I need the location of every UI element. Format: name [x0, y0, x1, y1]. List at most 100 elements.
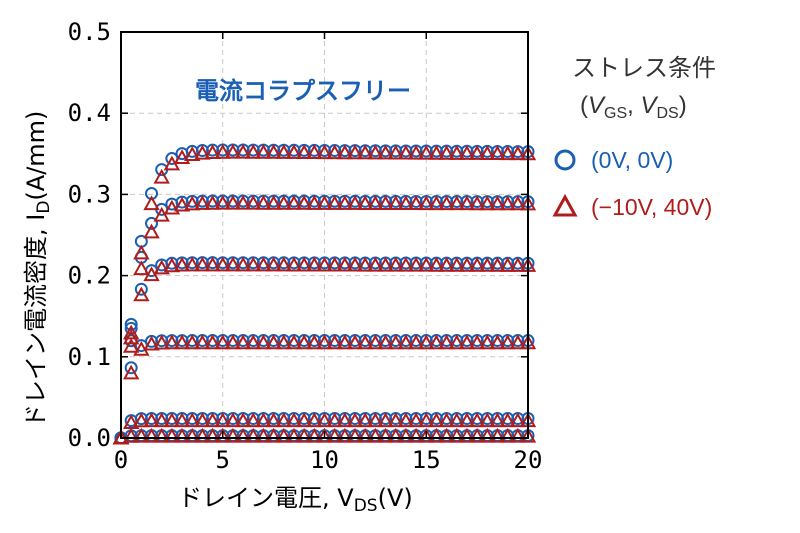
- data-point-triangle: [224, 412, 242, 428]
- x-axis-label-unit: (V): [378, 484, 413, 512]
- data-point-triangle: [184, 146, 201, 161]
- data-point-triangle: [194, 427, 211, 443]
- data-point-triangle: [367, 195, 384, 210]
- data-point-triangle: [265, 412, 282, 428]
- legend-circle-marker: [554, 149, 576, 171]
- data-marks: [112, 143, 537, 445]
- data-point-triangle: [387, 427, 404, 443]
- x-axis-label: ドレイン電圧, VDS(V): [178, 484, 413, 516]
- data-point-triangle: [153, 427, 170, 443]
- data-point-triangle: [468, 257, 486, 272]
- data-point-triangle: [387, 144, 404, 160]
- y-axis-label-sub: D: [34, 201, 54, 214]
- y-tick-label: 0.0: [68, 424, 111, 452]
- data-point-triangle: [133, 286, 150, 302]
- data-point-triangle: [336, 412, 354, 428]
- data-point-triangle: [133, 412, 150, 428]
- data-point-triangle: [357, 144, 374, 160]
- data-point-circle: [124, 361, 138, 375]
- data-point-triangle: [306, 334, 323, 350]
- data-point-triangle: [133, 260, 150, 276]
- data-point-triangle: [224, 427, 242, 443]
- data-point-triangle: [479, 334, 496, 350]
- x-axis-label-sub: DS: [354, 496, 378, 516]
- data-point-triangle: [295, 412, 313, 428]
- x-tick-label: 15: [412, 446, 441, 474]
- data-point-triangle: [438, 334, 455, 350]
- data-point-triangle: [153, 334, 170, 350]
- data-point-triangle: [468, 427, 486, 443]
- data-point-triangle: [234, 256, 252, 272]
- data-point-triangle: [295, 256, 313, 272]
- data-point-triangle: [407, 334, 425, 350]
- data-point-triangle: [468, 145, 486, 160]
- data-point-triangle: [336, 427, 354, 443]
- grid-layer: [121, 32, 528, 438]
- data-point-triangle: [479, 257, 496, 272]
- data-point-triangle: [143, 335, 160, 351]
- data-point-triangle: [245, 194, 262, 210]
- data-point-triangle: [194, 144, 211, 160]
- data-point-triangle: [499, 195, 516, 211]
- data-point-triangle: [316, 427, 333, 443]
- data-point-triangle: [194, 412, 211, 428]
- data-point-triangle: [509, 427, 527, 443]
- data-point-triangle: [316, 412, 333, 428]
- data-point-triangle: [438, 427, 455, 443]
- data-point-triangle: [387, 412, 404, 428]
- data-point-triangle: [255, 256, 272, 272]
- data-point-triangle: [407, 427, 425, 443]
- data-point-triangle: [306, 195, 323, 210]
- data-point-triangle: [489, 412, 506, 428]
- data-point-triangle: [367, 412, 384, 428]
- data-point-triangle: [377, 256, 394, 272]
- x-axis-label-main: ドレイン電圧, V: [178, 484, 354, 512]
- data-point-triangle: [184, 427, 201, 443]
- data-point-triangle: [346, 427, 364, 443]
- data-point-triangle: [438, 256, 455, 272]
- data-point-triangle: [184, 334, 201, 350]
- annotation-current-collapse-free: 電流コラプスフリー: [195, 77, 411, 105]
- data-point-triangle: [326, 412, 343, 428]
- data-point-triangle: [397, 195, 415, 211]
- data-point-triangle: [458, 195, 476, 211]
- data-point-triangle: [448, 412, 465, 428]
- data-point-triangle: [387, 334, 404, 350]
- data-point-triangle: [275, 427, 292, 443]
- data-point-triangle: [489, 427, 506, 443]
- data-point-triangle: [173, 334, 191, 350]
- data-point-triangle: [357, 195, 374, 210]
- data-point-triangle: [418, 144, 435, 160]
- data-point-triangle: [336, 195, 354, 210]
- legend-title-line1: ストレス条件: [572, 55, 716, 82]
- data-point-triangle: [194, 256, 211, 272]
- y-tick-label: 0.1: [68, 343, 111, 371]
- data-point-triangle: [224, 256, 242, 272]
- data-point-triangle: [234, 412, 252, 428]
- data-point-triangle: [336, 144, 354, 160]
- data-point-triangle: [214, 334, 231, 350]
- data-point-triangle: [509, 334, 527, 350]
- data-point-triangle: [468, 195, 486, 211]
- data-point-triangle: [326, 427, 343, 443]
- x-tick-label: 10: [310, 446, 339, 474]
- data-point-triangle: [509, 195, 527, 211]
- data-point-triangle: [234, 334, 252, 350]
- data-point-triangle: [407, 256, 425, 272]
- data-point-triangle: [306, 144, 323, 160]
- data-point-triangle: [204, 194, 221, 210]
- y-tick-label: 0.3: [68, 180, 111, 208]
- data-point-triangle: [275, 256, 292, 272]
- data-point-triangle: [367, 144, 384, 160]
- data-point-triangle: [173, 427, 191, 443]
- data-point-triangle: [285, 427, 303, 443]
- x-tick-label: 20: [514, 446, 543, 474]
- data-point-triangle: [265, 144, 282, 159]
- data-point-triangle: [194, 334, 211, 350]
- data-point-triangle: [438, 195, 455, 211]
- data-point-triangle: [397, 256, 415, 272]
- data-point-triangle: [397, 334, 415, 350]
- data-point-triangle: [245, 412, 262, 428]
- data-point-triangle: [509, 145, 527, 161]
- data-point-triangle: [173, 196, 191, 212]
